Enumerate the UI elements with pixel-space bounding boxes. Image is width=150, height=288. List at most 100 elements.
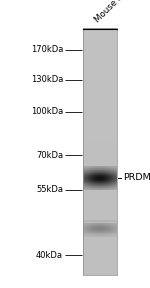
Bar [116, 189, 117, 190]
Bar [87, 178, 88, 179]
Bar [92, 178, 93, 179]
Bar [112, 167, 113, 168]
Bar [106, 235, 107, 236]
Bar [85, 227, 86, 228]
Bar [85, 228, 86, 229]
Bar [90, 173, 91, 174]
Bar [96, 189, 97, 190]
Bar [110, 181, 111, 182]
Bar [87, 231, 88, 232]
Bar [111, 173, 112, 174]
Bar [89, 184, 90, 185]
Bar [82, 102, 117, 103]
Bar [108, 226, 109, 227]
Bar [93, 169, 94, 170]
Bar [97, 184, 98, 185]
Bar [82, 238, 117, 239]
Bar [88, 167, 89, 168]
Bar [85, 177, 86, 178]
Bar [95, 188, 96, 189]
Bar [82, 258, 117, 259]
Bar [84, 170, 85, 171]
Bar [107, 183, 108, 184]
Bar [103, 236, 104, 237]
Bar [97, 221, 98, 222]
Bar [109, 227, 110, 228]
Bar [91, 170, 92, 171]
Bar [99, 229, 100, 230]
Bar [111, 178, 112, 179]
Bar [105, 230, 106, 231]
Bar [105, 233, 106, 234]
Bar [101, 177, 102, 178]
Bar [106, 234, 107, 235]
Bar [84, 225, 85, 226]
Bar [93, 233, 94, 234]
Bar [88, 232, 89, 233]
Bar [115, 173, 116, 174]
Bar [84, 223, 85, 224]
Bar [116, 183, 117, 184]
Bar [100, 220, 101, 221]
Bar [114, 172, 115, 173]
Bar [82, 85, 117, 86]
Bar [82, 237, 117, 238]
Bar [100, 174, 101, 175]
Bar [103, 227, 104, 228]
Bar [87, 185, 88, 186]
Bar [99, 172, 100, 173]
Bar [112, 174, 113, 175]
Bar [114, 173, 115, 174]
Bar [91, 168, 92, 169]
Bar [112, 179, 113, 180]
Bar [88, 186, 89, 187]
Bar [116, 224, 117, 225]
Bar [107, 182, 108, 183]
Bar [95, 228, 96, 229]
Bar [103, 186, 104, 187]
Bar [82, 127, 117, 128]
Bar [115, 166, 116, 167]
Bar [94, 169, 95, 170]
Bar [91, 184, 92, 185]
Bar [107, 224, 108, 225]
Bar [108, 233, 109, 234]
Bar [105, 223, 106, 224]
Bar [103, 231, 104, 232]
Bar [115, 171, 116, 172]
Bar [83, 228, 84, 229]
Bar [97, 180, 98, 181]
Bar [82, 207, 117, 208]
Bar [107, 235, 108, 236]
Bar [95, 171, 96, 172]
Bar [104, 174, 105, 175]
Bar [82, 77, 117, 78]
Bar [113, 175, 114, 176]
Bar [109, 228, 110, 229]
Bar [102, 221, 103, 222]
Bar [82, 91, 117, 92]
Bar [110, 184, 111, 185]
Bar [100, 224, 101, 225]
Bar [83, 177, 84, 178]
Bar [114, 184, 115, 185]
Bar [98, 223, 99, 224]
Bar [108, 231, 109, 232]
Bar [97, 188, 98, 189]
Bar [82, 101, 117, 102]
Bar [111, 179, 112, 180]
Bar [82, 170, 83, 171]
Bar [82, 42, 117, 43]
Bar [104, 228, 105, 229]
Bar [109, 221, 110, 222]
Bar [94, 168, 95, 169]
Bar [105, 180, 106, 181]
Bar [98, 181, 99, 182]
Bar [83, 186, 84, 187]
Bar [106, 223, 107, 224]
Bar [110, 233, 111, 234]
Bar [112, 231, 113, 232]
Bar [99, 174, 100, 175]
Bar [101, 235, 102, 236]
Bar [94, 167, 95, 168]
